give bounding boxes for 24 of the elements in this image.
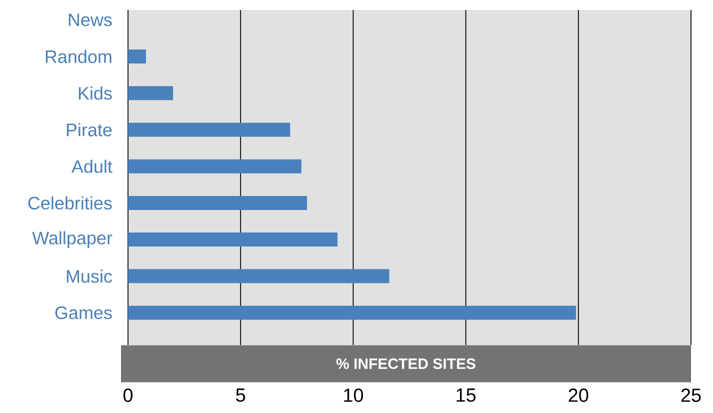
x-tick-label: 20 (568, 388, 588, 402)
x-axis-title: % INFECTED SITES (336, 358, 476, 370)
bar (128, 86, 174, 100)
y-tick-label: Wallpaper (32, 231, 112, 248)
x-tick-label: 5 (236, 388, 246, 402)
bar (128, 269, 390, 284)
x-tick-label: 0 (123, 388, 133, 402)
y-tick-label: Pirate (66, 123, 112, 136)
y-tick-label: Random (46, 50, 112, 64)
y-tick-label: Adult (71, 160, 112, 173)
bar (128, 49, 146, 64)
y-tick-label: Games (55, 306, 112, 320)
x-tick-label: 25 (681, 388, 701, 402)
x-tick-label: 10 (344, 388, 364, 402)
y-tick-label: News (68, 14, 112, 26)
bar (128, 122, 290, 137)
bar (128, 232, 338, 247)
bar (128, 159, 302, 174)
y-tick-label: Kids (78, 86, 112, 100)
bar (128, 196, 308, 210)
y-tick-label: Music (66, 270, 112, 283)
bar (128, 306, 576, 320)
y-tick-label: Celebrities (28, 196, 112, 210)
x-tick-label: 15 (456, 388, 476, 402)
